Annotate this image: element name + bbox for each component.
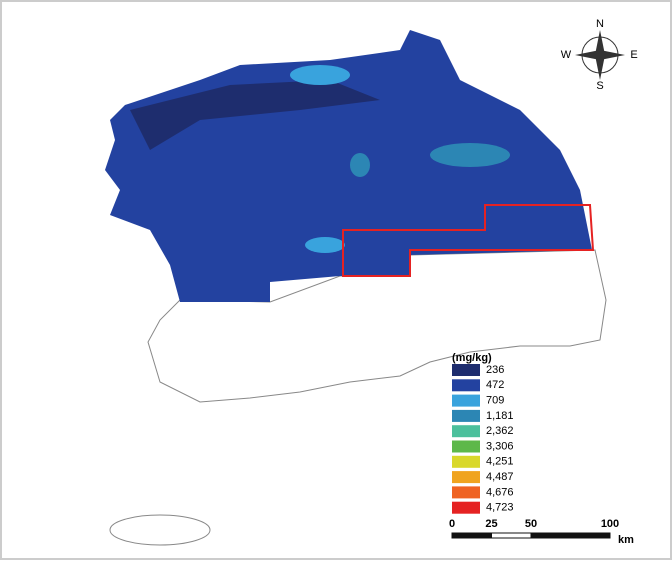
compass-label: E	[630, 49, 637, 61]
patch	[350, 153, 370, 177]
scale-unit: km	[618, 534, 634, 546]
scale-tick-label: 25	[485, 518, 497, 530]
scale-tick-label: 0	[449, 518, 455, 530]
scale-segment	[530, 532, 611, 539]
legend-label: 472	[486, 379, 504, 391]
legend-swatch	[452, 425, 480, 438]
legend-swatch	[452, 364, 480, 376]
legend-label: 1,181	[486, 410, 514, 422]
scale-tick-label: 100	[601, 518, 619, 530]
patch	[130, 80, 380, 150]
legend-swatch	[452, 379, 480, 392]
legend: 236 472 709 1,181 2,362 3,306 4,251 4,487 4,676 4…	[452, 364, 514, 514]
legend-label: 4,251	[486, 456, 514, 468]
legend-title: (mg/kg)	[452, 352, 492, 364]
patch	[305, 237, 345, 253]
legend-label: 236	[486, 364, 504, 376]
compass: N E S W	[561, 18, 638, 92]
scale-bar: 0 25 50 100 km	[449, 518, 634, 546]
legend-swatch	[452, 394, 480, 407]
scale-tick-label: 50	[525, 518, 537, 530]
scale-segment	[451, 532, 492, 539]
legend-label: 3,306	[486, 440, 514, 452]
legend-label: 4,676	[486, 486, 514, 498]
island	[109, 514, 211, 546]
scale-segment	[491, 532, 532, 539]
compass-label: W	[561, 49, 572, 61]
compass-label: N	[596, 18, 604, 30]
legend-label: 2,362	[486, 425, 514, 437]
legend-label: 4,487	[486, 471, 514, 483]
legend-swatch	[452, 455, 480, 468]
legend-label: 709	[486, 395, 504, 407]
compass-label: S	[596, 80, 603, 92]
legend-swatch	[452, 440, 480, 453]
highlight-region	[342, 204, 595, 277]
patch	[290, 65, 350, 85]
legend-swatch	[452, 486, 480, 499]
patch	[430, 143, 510, 167]
legend-swatch	[452, 501, 480, 514]
legend-swatch	[452, 409, 480, 422]
legend-swatch	[452, 471, 480, 484]
legend-label: 4,723	[486, 502, 514, 514]
